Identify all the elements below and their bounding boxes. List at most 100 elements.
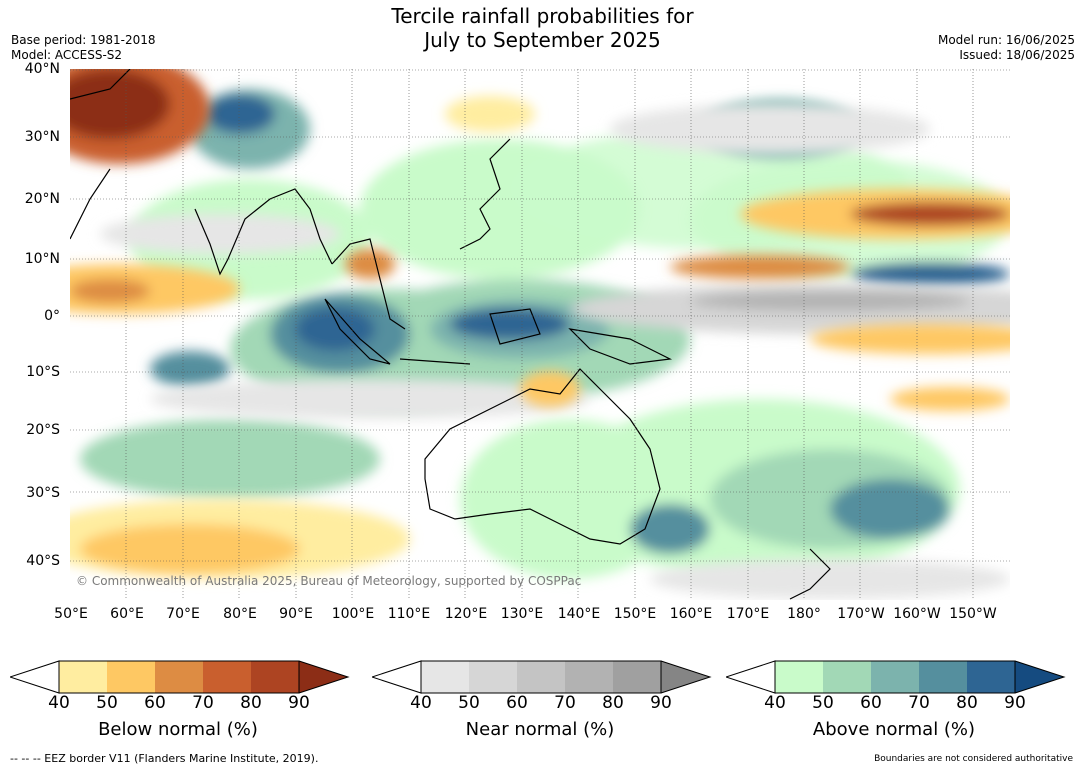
colorbar-cell [565, 661, 613, 693]
probability-map [70, 69, 1010, 600]
sumatra-coast [324, 298, 391, 365]
near-normal-patches [100, 104, 1010, 599]
below-tick: 40 [48, 693, 70, 713]
model-run: Model run: 16/06/2025 [937, 33, 1075, 47]
colorbar-outline [774, 660, 1016, 694]
lon-label-150e: 150°E [613, 606, 657, 622]
lon-label-150w: 150°W [949, 606, 997, 622]
below-tick: 80 [240, 693, 262, 713]
colorbar-start-triangle [726, 660, 776, 694]
eez-note: -- -- -- EEZ border V11 (Flanders Marine… [10, 752, 319, 765]
colorbar-cell [613, 661, 661, 693]
boundary-disclaimer: Boundaries are not considered authoritat… [874, 754, 1073, 764]
lon-label-180: 180° [787, 606, 821, 622]
china-coast [459, 138, 511, 250]
colorbar-start-triangle [372, 660, 422, 694]
new-zealand-coast [789, 548, 831, 600]
lon-label-70e: 70°E [166, 606, 200, 622]
below-tick: 50 [96, 693, 118, 713]
lat-label-40n: 40°N [24, 61, 60, 77]
above-normal-title: Above normal (%) [812, 719, 976, 740]
colorbar-cell [421, 661, 469, 693]
lon-label-100e: 100°E [331, 606, 375, 622]
lon-label-50e: 50°E [54, 606, 88, 622]
below-normal-title: Below normal (%) [98, 719, 258, 740]
lon-label-90e: 90°E [279, 606, 313, 622]
colorbar-outline [660, 660, 712, 694]
base-period: Base period: 1981-2018 [11, 33, 156, 47]
graticule [70, 69, 1010, 600]
lat-label-10s: 10°S [26, 364, 60, 380]
copyright-notice: © Commonwealth of Australia 2025, Bureau… [76, 574, 582, 588]
above-tick: 90 [1004, 693, 1026, 713]
above-tick: 60 [860, 693, 882, 713]
lon-label-170e: 170°E [726, 606, 770, 622]
colorbar-start-triangle [10, 660, 60, 694]
arabia-coast [70, 69, 131, 100]
below-normal-colorbar [10, 660, 350, 694]
lon-label-140e: 140°E [557, 606, 601, 622]
lon-label-130e: 130°E [500, 606, 544, 622]
lat-label-20n: 20°N [24, 191, 60, 207]
colorbar-outline [58, 660, 300, 694]
lon-label-170w: 170°W [837, 606, 885, 622]
lat-label-30n: 30°N [24, 129, 60, 145]
issued-date: Issued: 18/06/2025 [959, 48, 1075, 62]
meta-right: Model run: 16/06/2025 Issued: 18/06/2025 [938, 33, 1075, 63]
lat-label-20s: 20°S [26, 422, 60, 438]
colorbar-end-triangle [661, 661, 710, 693]
lon-label-160w: 160°W [893, 606, 941, 622]
near-tick: 70 [554, 693, 576, 713]
near-normal-title: Near normal (%) [465, 719, 615, 740]
colorbar-end-triangle [299, 661, 348, 693]
title-line-2: July to September 2025 [424, 28, 661, 52]
colorbar-cell [107, 661, 155, 693]
borneo-coast [489, 308, 541, 345]
model-name: Model: ACCESS-S2 [11, 48, 123, 62]
colorbar-outline [1014, 660, 1066, 694]
colorbar-outline [420, 660, 662, 694]
africa-horn-coast [70, 168, 111, 240]
colorbar-cell [203, 661, 251, 693]
near-tick: 90 [650, 693, 672, 713]
near-tick: 40 [410, 693, 432, 713]
colorbar-cell [59, 661, 107, 693]
near-tick: 50 [458, 693, 480, 713]
above-tick: 70 [908, 693, 930, 713]
lat-label-0: 0° [44, 308, 60, 324]
java-coast [399, 358, 471, 365]
colorbar-cell [775, 661, 823, 693]
below-tick: 70 [192, 693, 214, 713]
colorbar-cell [155, 661, 203, 693]
australia-coast [424, 368, 661, 545]
colorbar-cell [823, 661, 871, 693]
near-normal-colorbar [372, 660, 712, 694]
meta-left: Base period: 1981-2018 Model: ACCESS-S2 [11, 33, 156, 63]
lon-label-110e: 110°E [387, 606, 431, 622]
lat-label-40s: 40°S [26, 553, 60, 569]
lon-label-160e: 160°E [669, 606, 713, 622]
lat-label-10n: 10°N [24, 251, 60, 267]
new-guinea-coast [568, 328, 673, 365]
colorbar-end-triangle [1015, 661, 1064, 693]
india-coast [194, 188, 333, 276]
colorbar-outline [298, 660, 350, 694]
se-asia-coast [331, 238, 406, 330]
lon-label-60e: 60°E [110, 606, 144, 622]
lat-label-30s: 30°S [26, 485, 60, 501]
colorbar-cell [469, 661, 517, 693]
colorbar-cell [871, 661, 919, 693]
lon-label-120e: 120°E [444, 606, 488, 622]
near-tick: 80 [602, 693, 624, 713]
colorbar-cell [919, 661, 967, 693]
above-tick: 40 [764, 693, 786, 713]
lon-label-80e: 80°E [223, 606, 257, 622]
below-normal-patches [70, 69, 1010, 579]
colorbar-cell [517, 661, 565, 693]
above-normal-colorbar [726, 660, 1066, 694]
colorbar-cell [967, 661, 1015, 693]
above-tick: 50 [812, 693, 834, 713]
map-title: Tercile rainfall probabilities for July … [0, 4, 1085, 52]
coastlines [70, 69, 831, 600]
title-line-1: Tercile rainfall probabilities for [391, 4, 694, 28]
